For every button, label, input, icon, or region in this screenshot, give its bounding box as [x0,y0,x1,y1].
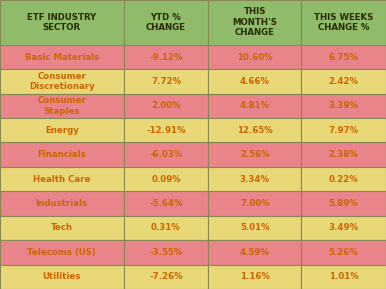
Bar [208,142,301,167]
Text: 4.59%: 4.59% [240,248,270,257]
Bar [301,265,386,289]
Text: Health Care: Health Care [33,175,90,184]
Text: 0.09%: 0.09% [151,175,181,184]
Text: 10.60%: 10.60% [237,53,273,62]
Text: 12.65%: 12.65% [237,126,273,135]
Text: 3.39%: 3.39% [328,101,359,110]
Text: THIS
MONTH'S
CHANGE: THIS MONTH'S CHANGE [232,8,277,37]
Bar [0,0,124,45]
Text: -12.91%: -12.91% [146,126,186,135]
Text: Telecoms (US): Telecoms (US) [27,248,96,257]
Text: 7.72%: 7.72% [151,77,181,86]
Bar [124,167,208,191]
Bar [0,265,124,289]
Bar [124,265,208,289]
Bar [124,94,208,118]
Bar [124,118,208,142]
Text: 1.16%: 1.16% [240,272,270,281]
Text: 7.00%: 7.00% [240,199,270,208]
Text: 7.97%: 7.97% [328,126,359,135]
Bar [208,118,301,142]
Bar [124,69,208,94]
Text: 5.89%: 5.89% [328,199,359,208]
Text: 2.42%: 2.42% [328,77,359,86]
Text: 0.22%: 0.22% [328,175,359,184]
Bar [208,216,301,240]
Text: 5.26%: 5.26% [328,248,359,257]
Text: Energy: Energy [45,126,79,135]
Bar [301,167,386,191]
Bar [208,191,301,216]
Text: -9.12%: -9.12% [149,53,183,62]
Bar [0,167,124,191]
Text: Industrials: Industrials [36,199,88,208]
Bar [208,69,301,94]
Bar [0,69,124,94]
Bar [124,216,208,240]
Text: 3.49%: 3.49% [328,223,359,232]
Bar [124,0,208,45]
Bar [0,142,124,167]
Text: 6.75%: 6.75% [328,53,359,62]
Bar [0,191,124,216]
Text: 4.81%: 4.81% [240,101,270,110]
Text: 2.38%: 2.38% [328,150,359,159]
Text: Financials: Financials [37,150,86,159]
Bar [0,94,124,118]
Bar [208,265,301,289]
Bar [301,216,386,240]
Text: -6.03%: -6.03% [149,150,183,159]
Bar [301,142,386,167]
Bar [301,69,386,94]
Text: -7.26%: -7.26% [149,272,183,281]
Text: 5.01%: 5.01% [240,223,269,232]
Text: Consumer
Staples: Consumer Staples [37,96,86,116]
Bar [208,167,301,191]
Bar [0,216,124,240]
Bar [301,94,386,118]
Bar [124,142,208,167]
Bar [208,45,301,69]
Text: 3.34%: 3.34% [240,175,270,184]
Text: Basic Materials: Basic Materials [25,53,99,62]
Bar [208,0,301,45]
Text: THIS WEEKS
CHANGE %: THIS WEEKS CHANGE % [314,13,373,32]
Bar [301,191,386,216]
Text: Consumer
Discretionary: Consumer Discretionary [29,72,95,91]
Bar [208,94,301,118]
Bar [0,118,124,142]
Text: 2.00%: 2.00% [151,101,181,110]
Text: -5.64%: -5.64% [149,199,183,208]
Bar [124,191,208,216]
Text: Utilities: Utilities [42,272,81,281]
Text: Tech: Tech [51,223,73,232]
Bar [301,240,386,265]
Bar [0,240,124,265]
Text: -3.55%: -3.55% [149,248,183,257]
Text: 0.31%: 0.31% [151,223,181,232]
Text: ETF INDUSTRY
SECTOR: ETF INDUSTRY SECTOR [27,13,96,32]
Bar [208,240,301,265]
Bar [124,240,208,265]
Text: 4.66%: 4.66% [240,77,270,86]
Bar [301,45,386,69]
Bar [301,118,386,142]
Text: YTD %
CHANGE: YTD % CHANGE [146,13,186,32]
Bar [124,45,208,69]
Text: 1.01%: 1.01% [328,272,359,281]
Bar [0,45,124,69]
Bar [301,0,386,45]
Text: 2.56%: 2.56% [240,150,270,159]
